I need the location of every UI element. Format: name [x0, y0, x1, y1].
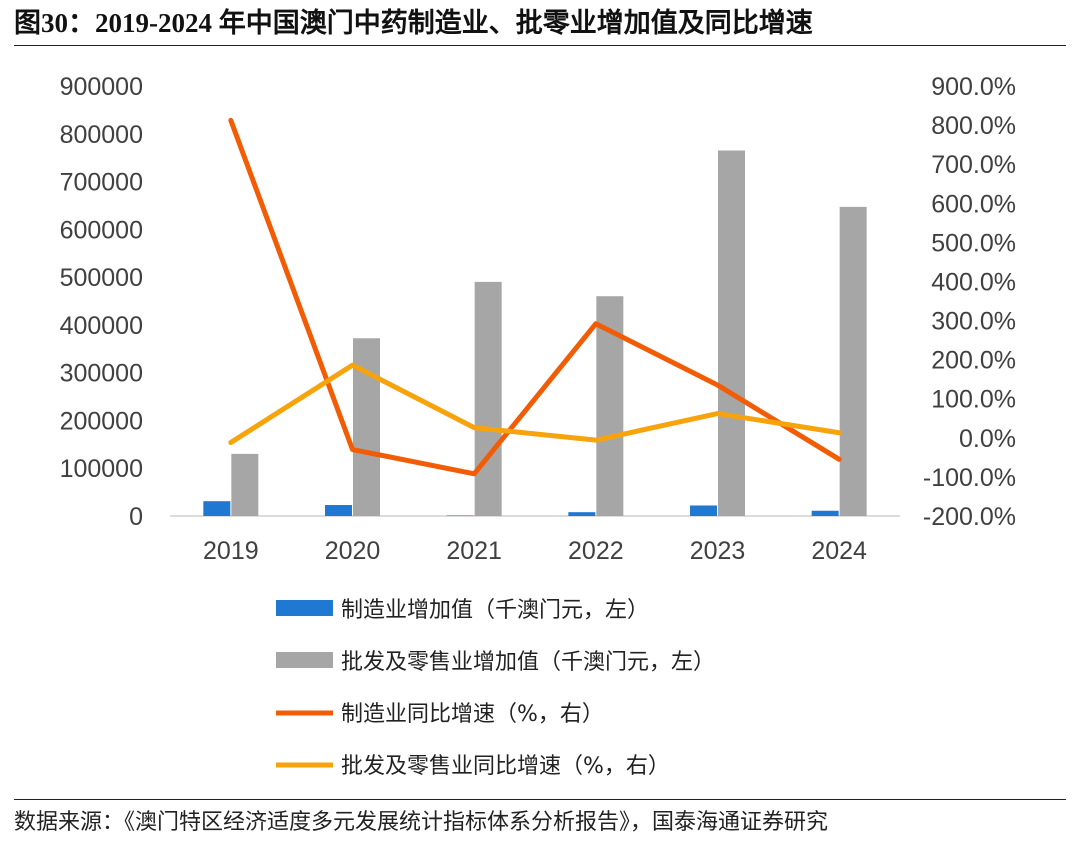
legend-label: 批发及零售业增加值（千澳门元，左） [341, 650, 715, 675]
x-tick-label: 2021 [446, 537, 502, 565]
left-tick-label: 100000 [60, 455, 143, 483]
x-tick-label: 2022 [568, 537, 624, 565]
left-tick-label: 800000 [60, 121, 143, 149]
line-wholesale-retail-growth [228, 362, 842, 446]
left-tick-label: 700000 [60, 169, 143, 197]
bars-layer [203, 150, 867, 516]
legend-manufacturing-value: 制造业增加值（千澳门元，左） [276, 598, 649, 623]
left-tick-label: 500000 [60, 264, 143, 292]
bar-manufacturing [568, 512, 596, 516]
bar-wholesale-retail [839, 206, 867, 516]
footer-rule [14, 799, 1066, 800]
line-manufacturing-growth [228, 117, 842, 477]
lines-layer [228, 117, 842, 477]
legend-swatch [276, 652, 333, 668]
legend-wholesale-retail-growth: 批发及零售业同比增速（%，右） [276, 754, 670, 779]
bar-manufacturing [203, 501, 231, 516]
right-tick-label: 800.0% [931, 112, 1016, 140]
title-rule [14, 45, 1066, 46]
right-tick-label: 900.0% [931, 73, 1016, 101]
right-tick-label: 0.0% [959, 425, 1016, 453]
right-tick-label: -100.0% [923, 464, 1016, 492]
x-tick-label: 2019 [203, 537, 259, 565]
left-tick-label: 600000 [60, 216, 143, 244]
left-tick-label: 400000 [60, 312, 143, 340]
legend-manufacturing-growth: 制造业同比增速（%，右） [276, 702, 604, 727]
right-tick-label: 400.0% [931, 268, 1016, 296]
legend-label: 制造业增加值（千澳门元，左） [341, 598, 649, 623]
left-tick-label: 900000 [60, 73, 143, 101]
x-tick-label: 2024 [811, 537, 867, 565]
x-axis-ticks: 2019 2020 2021 2022 2023 2024 [203, 537, 867, 565]
combo-chart: 0 100000 200000 300000 400000 500000 600000 700… [60, 73, 1016, 779]
left-tick-label: 0 [129, 503, 143, 531]
bar-manufacturing [325, 505, 352, 516]
right-tick-label: 600.0% [931, 190, 1016, 218]
right-tick-label: 500.0% [931, 229, 1016, 257]
bar-manufacturing [690, 505, 717, 516]
legend-wholesale-retail-value: 批发及零售业增加值（千澳门元，左） [276, 650, 715, 675]
bar-wholesale-retail [231, 453, 259, 516]
right-tick-label: 700.0% [931, 151, 1016, 179]
right-axis-ticks: -200.0% -100.0% 0.0% 100.0% 200.0% 300.0% 400.… [923, 73, 1016, 531]
bar-wholesale-retail [474, 281, 502, 516]
legend-label: 制造业同比增速（%，右） [341, 702, 604, 727]
source-note: 数据来源：《澳门特区经济适度多元发展统计指标体系分析报告》，国泰海通证券研究 [14, 809, 829, 834]
right-tick-label: 300.0% [931, 308, 1016, 336]
legend-label: 批发及零售业同比增速（%，右） [341, 754, 670, 779]
x-tick-label: 2023 [690, 537, 746, 565]
chart-title: 图30：2019-2024 年中国澳门中药制造业、批零业增加值及同比增速 [14, 8, 813, 38]
left-axis-ticks: 0 100000 200000 300000 400000 500000 600000 700… [60, 73, 143, 531]
legend: 制造业增加值（千澳门元，左） 批发及零售业增加值（千澳门元，左） 制造业同比增速（%… [276, 598, 715, 779]
bar-manufacturing [811, 510, 839, 516]
bar-wholesale-retail [718, 150, 745, 516]
right-tick-label: 100.0% [931, 386, 1016, 414]
legend-swatch [276, 600, 333, 616]
left-tick-label: 300000 [60, 360, 143, 388]
right-tick-label: -200.0% [923, 503, 1016, 531]
left-tick-label: 200000 [60, 407, 143, 435]
right-tick-label: 200.0% [931, 347, 1016, 375]
x-tick-label: 2020 [325, 537, 381, 565]
